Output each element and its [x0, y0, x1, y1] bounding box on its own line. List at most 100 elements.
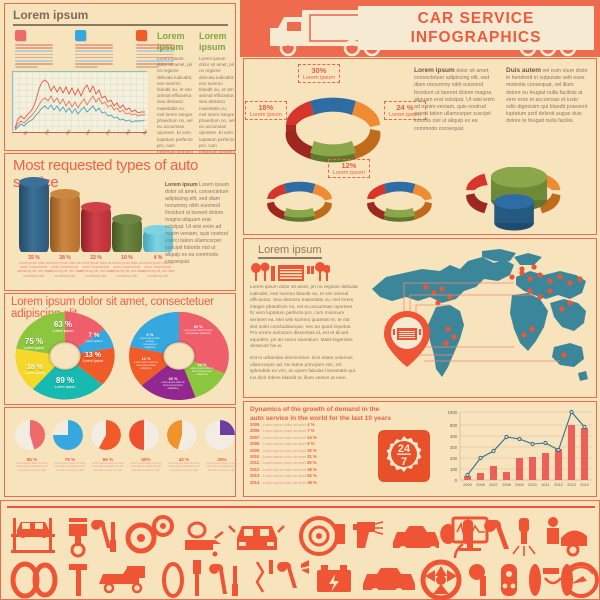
svg-text:0: 0 — [455, 478, 458, 483]
badge-24-7[interactable]: 24 7 — [378, 430, 430, 482]
mini-pie-2[interactable]: 65 % Lorem ipsum dolor sit amet, consect… — [91, 420, 125, 472]
three-d-exploded-chart[interactable] — [454, 166, 589, 233]
svg-text:2008: 2008 — [502, 483, 510, 487]
mini-pie-0-label: 85 % — [26, 457, 38, 462]
donut-right-value-1: 24 % — [197, 362, 207, 367]
bar-caption-2: Lorem ipsum dolor sit amet, consectetuer… — [79, 261, 113, 278]
bar-3-top — [112, 214, 142, 224]
mini-pie-1-svg — [53, 420, 83, 450]
donut-right-label-4: 6 % Lorem ipsum dolor sit amet consectet… — [139, 332, 161, 349]
three-d-donut-small-1[interactable] — [352, 177, 447, 232]
svg-text:2014: 2014 — [580, 483, 588, 487]
alloy-wheel-icon — [420, 559, 462, 600]
three-d-text-col-1-body: Lorem ipsum dolor sit amet, consectetuer… — [414, 67, 497, 133]
callout-right-pct: 24 % — [396, 103, 414, 112]
legend-block-2[interactable] — [136, 30, 174, 70]
line-chart-heading-text: Lorem ipsum — [13, 8, 89, 22]
donut-left-label-0: 63 % Lorem ipsum — [43, 320, 83, 333]
tow-truck-icon — [99, 566, 145, 594]
line-chart-plot[interactable] — [12, 71, 148, 132]
bar-4-body — [143, 230, 173, 252]
mini-pie-0[interactable]: 85 % Lorem ipsum dolor sit amet, consect… — [15, 419, 50, 472]
left-column: Lorem ipsum — [0, 0, 240, 500]
bar-chart-plot[interactable] — [15, 177, 173, 252]
map-pin-icon[interactable] — [384, 311, 430, 367]
mini-pie-4-text: Lorem ipsum dolor sit amet, consectetuer… — [167, 462, 200, 472]
donut-panel: Lorem ipsum dolor sit amet, consectetuer… — [4, 293, 236, 405]
svg-text:200: 200 — [450, 456, 458, 461]
mechanic-under-hood-icon — [547, 517, 587, 557]
callout-top-pct: 30% — [311, 66, 327, 75]
callout-right-label: Lorem ipsum — [389, 112, 421, 118]
donut-left-value-3: 89 % — [55, 376, 75, 385]
car-front-icon — [228, 525, 285, 550]
xtick-0: 50 — [23, 130, 29, 136]
donut-left-label-5: 75 % Lorem ipsum — [16, 337, 52, 350]
map-paragraph-2: Est ei urbanitas democritum. Eos etiam v… — [250, 356, 357, 381]
header-title-line2: INFOGRAPHICS — [410, 29, 542, 46]
donut-left-sub-2: Lorem ipsum — [82, 359, 104, 363]
mini-pie-0-svg — [15, 419, 50, 450]
growth-title-line2: auto service in the world for the last 1… — [250, 415, 392, 422]
donut-left-sub-4: Lorem ipsum — [24, 371, 46, 375]
bar-2[interactable] — [81, 202, 111, 252]
growth-pct-7: 28 % — [307, 466, 317, 472]
growth-year-3: 2008 — [250, 441, 260, 447]
three-d-panel: 30% Lorem ipsum 24 % Lorem ipsum 12% Lor… — [243, 58, 597, 235]
svg-text:2005: 2005 — [463, 483, 471, 487]
callout-left-label: Lorem ipsum — [250, 112, 282, 118]
mini-pie-2-svg — [91, 420, 121, 450]
donut-right[interactable]: 33 % Lorem ipsum dolor sit amet consecte… — [127, 310, 231, 402]
mini-pie-5[interactable]: 25% Lorem ipsum dolor sit amet, consecte… — [205, 420, 239, 472]
car-rear-icon — [363, 568, 415, 596]
donut-right-sub-0: Lorem ipsum dolor sit amet consectetuer … — [183, 329, 213, 335]
map-heading-rule — [258, 257, 322, 259]
svg-text:100: 100 — [450, 467, 458, 472]
xtick-2: 150 — [65, 128, 72, 136]
bar-0[interactable] — [19, 177, 49, 252]
bar-3[interactable] — [112, 214, 142, 252]
bar-caption-3: Lorem ipsum dolor sit amet, consectetuer… — [110, 261, 144, 278]
bar-label-group-0: 35 % Lorem ipsum dolor sit amet, consect… — [15, 255, 53, 278]
icon-strip-svg — [10, 515, 599, 600]
bar-1[interactable] — [50, 189, 80, 252]
mini-pie-4[interactable]: 42 % Lorem ipsum dolor sit amet, consect… — [167, 420, 201, 472]
callout-right: 24 % Lorem ipsum — [384, 101, 426, 120]
donut-right-value-3: 14 % — [141, 356, 151, 361]
growth-year-item: 2008 - Lorem ipsum dolor sit amet 9 % — [250, 441, 380, 447]
car-side-icon — [393, 526, 439, 554]
mini-pie-1-text: Lorem ipsum dolor sit amet, consectetuer… — [53, 462, 86, 472]
donut-left-sub-0: Lorem ipsum — [52, 329, 74, 333]
three-d-donut-small-0[interactable] — [252, 177, 347, 232]
text-column-1-heading: Lorem ipsum — [199, 31, 227, 52]
growth-year-4: 2009 — [250, 447, 260, 453]
mini-pie-3[interactable]: 50% Lorem ipsum dolor sit amet, consecte… — [129, 420, 163, 472]
jumper-cables-icon — [255, 560, 309, 593]
bar-4[interactable] — [143, 225, 173, 252]
mini-pie-3-text: Lorem ipsum dolor sit amet, consectetuer… — [129, 462, 162, 472]
three-d-donut-main[interactable] — [268, 91, 398, 171]
mini-pie-1[interactable]: 75 % Lorem ipsum dolor sit amet, consect… — [53, 420, 87, 472]
legend-block-0[interactable] — [15, 30, 53, 70]
donut-left[interactable]: 63 % Lorem ipsum 7 % Lorem ipsum 13 % Lo… — [13, 310, 117, 402]
world-map[interactable] — [364, 247, 592, 392]
growth-chart[interactable]: 1000 500 400 300 200 100 0 — [440, 406, 595, 496]
growth-pct-4: 20 % — [307, 447, 317, 453]
donut-left-value-4: 18 % — [27, 364, 43, 371]
bar-pct-0: 35 % — [28, 255, 40, 261]
growth-text-6: - Lorem ipsum dolor sit amet — [260, 461, 306, 466]
car-remote-icon — [501, 564, 517, 596]
mini-pie-panel: 85 % Lorem ipsum dolor sit amet, consect… — [4, 407, 239, 497]
three-d-text-col-2-body: Duis autem vel eum iriure dolor in hendr… — [506, 67, 589, 126]
map-paragraph-1: Lorem ipsum dolor sit amet, pri no regio… — [250, 285, 358, 350]
three-d-text-col-2: Duis autem vel eum iriure dolor in hendr… — [506, 67, 589, 126]
growth-year-item: 2012 - Lorem ipsum dolor sit amet 28 % — [250, 467, 380, 473]
right-column: CAR SERVICE INFOGRAPHICS — [240, 0, 600, 500]
legend-block-1[interactable] — [75, 30, 113, 70]
text-column-0-heading: Lorem ipsum — [157, 31, 185, 52]
brake-disc-icon — [299, 516, 345, 556]
donut-right-label-3: 14 % Lorem ipsum dolor sit amet consecte… — [133, 356, 159, 370]
bar-caption-4: Lorem ipsum dolor sit amet, consectetuer… — [141, 261, 175, 278]
car-lift-icon — [11, 518, 55, 553]
three-d-donut-small-1-svg — [367, 181, 432, 222]
